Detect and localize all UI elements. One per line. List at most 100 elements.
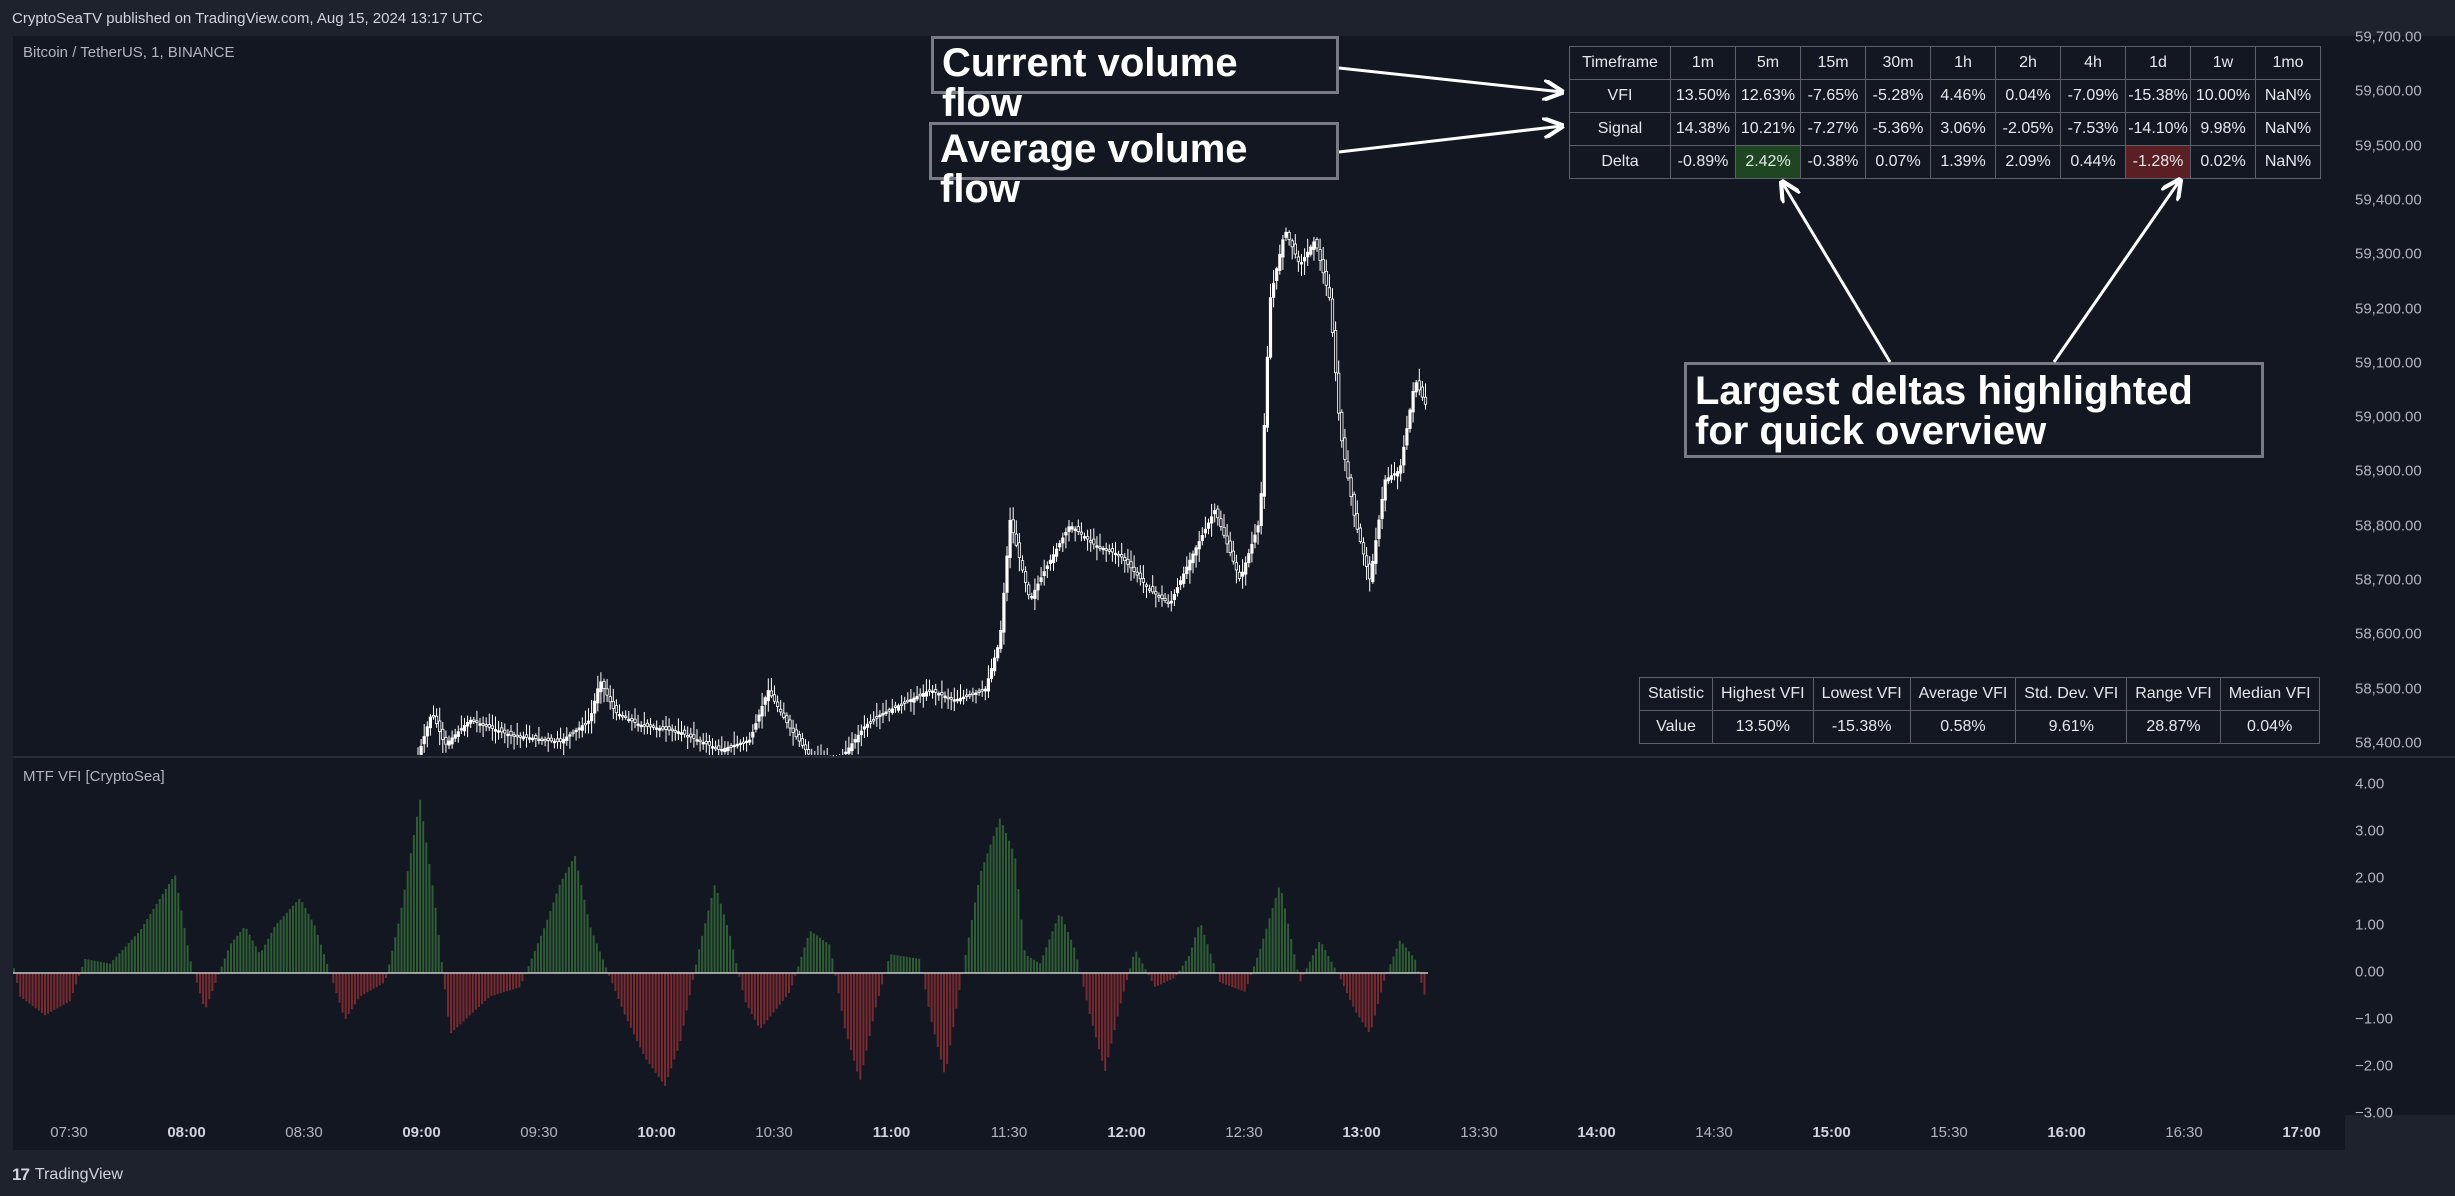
vfi-bar bbox=[1293, 954, 1296, 973]
vfi-bar bbox=[949, 973, 952, 1046]
pane-divider[interactable] bbox=[13, 756, 2455, 758]
vfi-bar bbox=[1380, 973, 1383, 993]
time-axis-label: 09:00 bbox=[402, 1124, 441, 1141]
candle bbox=[515, 722, 519, 746]
vfi-bar bbox=[459, 973, 462, 1025]
oscillator-axis-label: −3.00 bbox=[2355, 1104, 2393, 1122]
time-axis-label: 12:30 bbox=[1225, 1124, 1263, 1141]
vfi-bar bbox=[642, 973, 645, 1055]
vfi-bar bbox=[28, 973, 31, 1004]
candle bbox=[797, 730, 801, 747]
candle bbox=[887, 707, 891, 722]
vfi-bar bbox=[285, 912, 288, 973]
vfi-bar bbox=[1129, 968, 1131, 973]
time-axis[interactable]: 07:30 08:00 08:30 09:00 09:30 10:00 10:30 11:00… bbox=[13, 1115, 2345, 1150]
tradingview-brand[interactable]: TradingView bbox=[34, 1166, 123, 1183]
candle bbox=[1020, 555, 1025, 573]
vfi-bar bbox=[254, 946, 257, 973]
vfi-bar bbox=[967, 937, 970, 973]
candle bbox=[909, 689, 913, 712]
candle bbox=[444, 730, 448, 753]
vfi-bar bbox=[245, 928, 248, 973]
mtf-cell: NaN% bbox=[2255, 112, 2321, 146]
vfi-bar bbox=[202, 973, 205, 1005]
vfi-bar bbox=[589, 927, 592, 973]
candle bbox=[1101, 545, 1105, 555]
candle bbox=[543, 736, 547, 747]
price-axis-label: 59,500.00 bbox=[2355, 137, 2422, 155]
vfi-bar bbox=[760, 973, 763, 1029]
vfi-bar bbox=[62, 973, 65, 1005]
candle bbox=[586, 708, 591, 734]
candle bbox=[977, 688, 981, 696]
candle bbox=[856, 724, 860, 755]
time-axis-label: 11:00 bbox=[872, 1124, 911, 1141]
candle bbox=[1191, 550, 1195, 574]
price-axis-label: 59,100.00 bbox=[2355, 354, 2422, 372]
candle bbox=[1377, 515, 1381, 547]
candle bbox=[865, 718, 870, 737]
vfi-bar bbox=[648, 973, 651, 1064]
candle bbox=[1228, 531, 1232, 557]
vfi-bar bbox=[660, 973, 663, 1082]
candle bbox=[1420, 380, 1424, 401]
candle bbox=[791, 719, 795, 746]
candle bbox=[1234, 554, 1238, 584]
vfi-bar bbox=[394, 937, 397, 973]
candle bbox=[1132, 555, 1136, 579]
vfi-bar bbox=[1073, 947, 1076, 973]
stats-value-cell: -15.38% bbox=[1812, 710, 1911, 744]
stats-value-cell: 9.61% bbox=[2015, 710, 2128, 744]
candle bbox=[1309, 244, 1313, 257]
vfi-bar bbox=[654, 973, 657, 1073]
vfi-bar bbox=[505, 973, 508, 992]
vfi-bar bbox=[440, 962, 443, 973]
candle bbox=[766, 678, 770, 712]
candle bbox=[1061, 532, 1065, 553]
mtf-cell: -7.65% bbox=[1800, 79, 1866, 113]
vfi-bar bbox=[958, 973, 961, 991]
vfi-bar bbox=[788, 973, 790, 994]
vfi-bar bbox=[158, 898, 161, 973]
candle bbox=[912, 692, 916, 715]
vfi-bar bbox=[1327, 955, 1330, 973]
vfi-bar bbox=[496, 973, 499, 995]
vfi-bar bbox=[924, 973, 927, 990]
candle bbox=[934, 683, 938, 706]
candle bbox=[1169, 591, 1173, 612]
vfi-bar bbox=[698, 949, 701, 973]
candle bbox=[906, 692, 910, 704]
vfi-bar bbox=[685, 973, 688, 1011]
vfi-bar bbox=[974, 902, 976, 973]
price-axis[interactable]: 59,700.00 59,600.00 59,500.00 59,400.00 59,3… bbox=[2345, 29, 2455, 756]
oscillator-axis[interactable]: 4.00 3.00 2.00 1.00 0.00 −1.00 −2.00 −3.00 bbox=[2345, 758, 2455, 1122]
candle bbox=[1042, 559, 1046, 586]
candle bbox=[955, 690, 960, 704]
stats-header-cell: Median VFI bbox=[2219, 677, 2320, 711]
vfi-bar bbox=[564, 872, 567, 973]
candle bbox=[859, 724, 863, 747]
vfi-bar bbox=[1209, 953, 1212, 973]
vfi-bar bbox=[1352, 973, 1355, 1007]
candle bbox=[658, 725, 662, 738]
candle bbox=[1278, 244, 1282, 275]
vfi-bar bbox=[133, 936, 136, 973]
candle bbox=[1086, 529, 1090, 551]
candle bbox=[844, 740, 848, 755]
vfi-bar bbox=[905, 956, 908, 973]
candle bbox=[475, 710, 479, 733]
vfi-bar bbox=[437, 934, 440, 973]
vfi-bar bbox=[744, 973, 747, 1003]
vfi-bar bbox=[1240, 973, 1243, 991]
candle bbox=[980, 680, 984, 697]
mtf-row-label: VFI bbox=[1569, 79, 1671, 113]
vfi-bar bbox=[1029, 957, 1032, 973]
candle bbox=[1154, 586, 1158, 608]
vfi-bar bbox=[515, 973, 518, 989]
candle bbox=[1148, 584, 1152, 594]
vfi-bar bbox=[171, 878, 174, 973]
vfi-bar bbox=[465, 973, 468, 1019]
candle bbox=[881, 702, 885, 724]
vfi-bar bbox=[1107, 973, 1110, 1058]
vfi-bar bbox=[180, 910, 183, 973]
